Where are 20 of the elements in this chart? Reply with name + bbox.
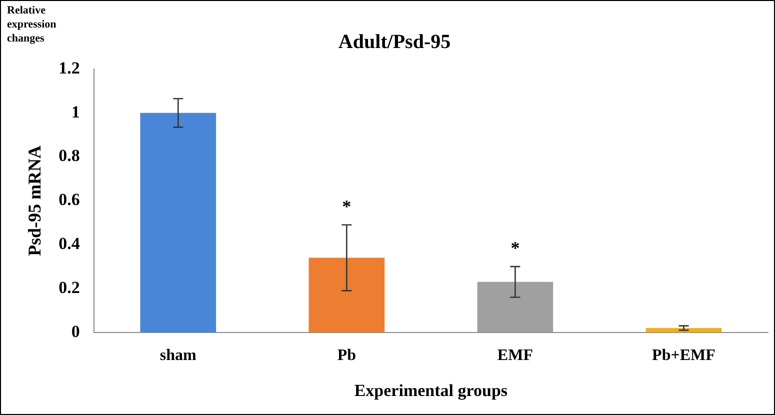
bar — [140, 112, 216, 332]
bar — [477, 282, 554, 332]
x-axis-title: Experimental groups — [354, 381, 508, 400]
y-tick-label: 0 — [71, 322, 80, 341]
y-tick-label: 1.2 — [58, 58, 80, 78]
text: Relative expression changes — [7, 4, 56, 44]
x-tick-label: Pb+EMF — [652, 347, 716, 364]
chart-title: Adult/Psd-95 — [338, 31, 451, 54]
y-tick-label: 0.2 — [58, 278, 80, 297]
x-tick-label: sham — [160, 347, 198, 364]
annotation: * — [510, 238, 520, 258]
y-axis-title: Psd-95 mRNA — [24, 145, 44, 256]
bar — [308, 258, 385, 332]
x-tick-label: Pb — [337, 347, 356, 364]
y-tick-label: 1 — [71, 102, 80, 122]
y-tick-label: 0.6 — [58, 190, 80, 210]
y-tick-label: 0.8 — [58, 146, 80, 166]
annotation: * — [342, 196, 352, 216]
x-tick-label: EMF — [497, 347, 534, 364]
y-tick-label: 0.4 — [58, 234, 80, 253]
